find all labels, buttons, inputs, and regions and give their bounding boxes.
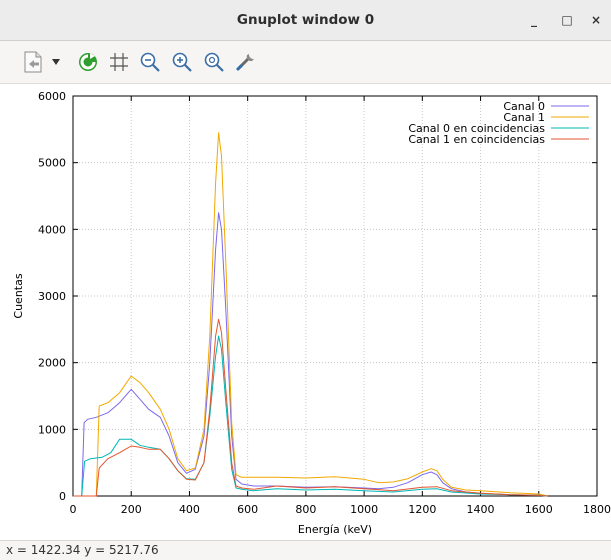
y-tick-label: 1000	[38, 423, 66, 436]
y-tick-label: 2000	[38, 357, 66, 370]
status-bar: x = 1422.34 y = 5217.76	[0, 540, 611, 560]
series-line-1	[73, 212, 548, 497]
x-tick-label: 1200	[408, 503, 436, 516]
x-tick-label: 1800	[583, 503, 611, 516]
x-tick-label: 600	[237, 503, 258, 516]
y-tick-label: 5000	[38, 157, 66, 170]
grid-icon[interactable]	[106, 49, 132, 75]
copy-clipboard-icon[interactable]	[20, 49, 46, 75]
window-title: Gnuplot window 0	[236, 12, 375, 28]
autoscale-icon[interactable]	[201, 49, 227, 75]
toolbar	[0, 41, 611, 84]
settings-icon[interactable]	[232, 49, 258, 75]
x-tick-label: 1600	[525, 503, 553, 516]
cursor-coordinates: x = 1422.34 y = 5217.76	[6, 543, 159, 557]
dropdown-arrow-icon[interactable]	[48, 49, 64, 75]
legend-label-3: Canal 0 en coincidencias	[408, 122, 545, 135]
minimize-button[interactable]: _	[531, 13, 537, 27]
y-axis-label: Cuentas	[12, 273, 25, 318]
series-line-3	[73, 335, 548, 497]
y-tick-label: 6000	[38, 90, 66, 103]
legend-label-4: Canal 1 en coincidencias	[408, 133, 545, 146]
x-tick-label: 1000	[350, 503, 378, 516]
x-tick-label: 200	[121, 503, 142, 516]
series-line-2	[73, 132, 548, 497]
zoom-prev-icon[interactable]	[137, 49, 163, 75]
legend-label-2: Canal 1	[503, 111, 545, 124]
x-tick-label: 800	[295, 503, 316, 516]
x-tick-label: 1400	[467, 503, 495, 516]
title-bar[interactable]: Gnuplot window 0 _ □ ×	[0, 0, 611, 41]
y-tick-label: 4000	[38, 223, 66, 236]
x-tick-label: 400	[179, 503, 200, 516]
plot-area[interactable]: 0 200 400 600 800 1000 1200 1400 1600 1800 0 1000 20…	[0, 84, 611, 540]
replot-icon[interactable]	[75, 49, 101, 75]
legend-label-1: Canal 0	[503, 100, 545, 113]
close-button[interactable]: ×	[590, 13, 602, 27]
y-tick-label: 0	[59, 490, 66, 503]
y-tick-label: 3000	[38, 290, 66, 303]
series-line-4	[73, 318, 548, 497]
zoom-next-icon[interactable]	[169, 49, 195, 75]
x-tick-label: 0	[70, 503, 77, 516]
maximize-button[interactable]: □	[561, 13, 573, 27]
spectrum-chart[interactable]: 0 200 400 600 800 1000 1200 1400 1600 1800 0 1000 20…	[0, 84, 611, 540]
x-axis-label: Energía (keV)	[298, 523, 372, 536]
